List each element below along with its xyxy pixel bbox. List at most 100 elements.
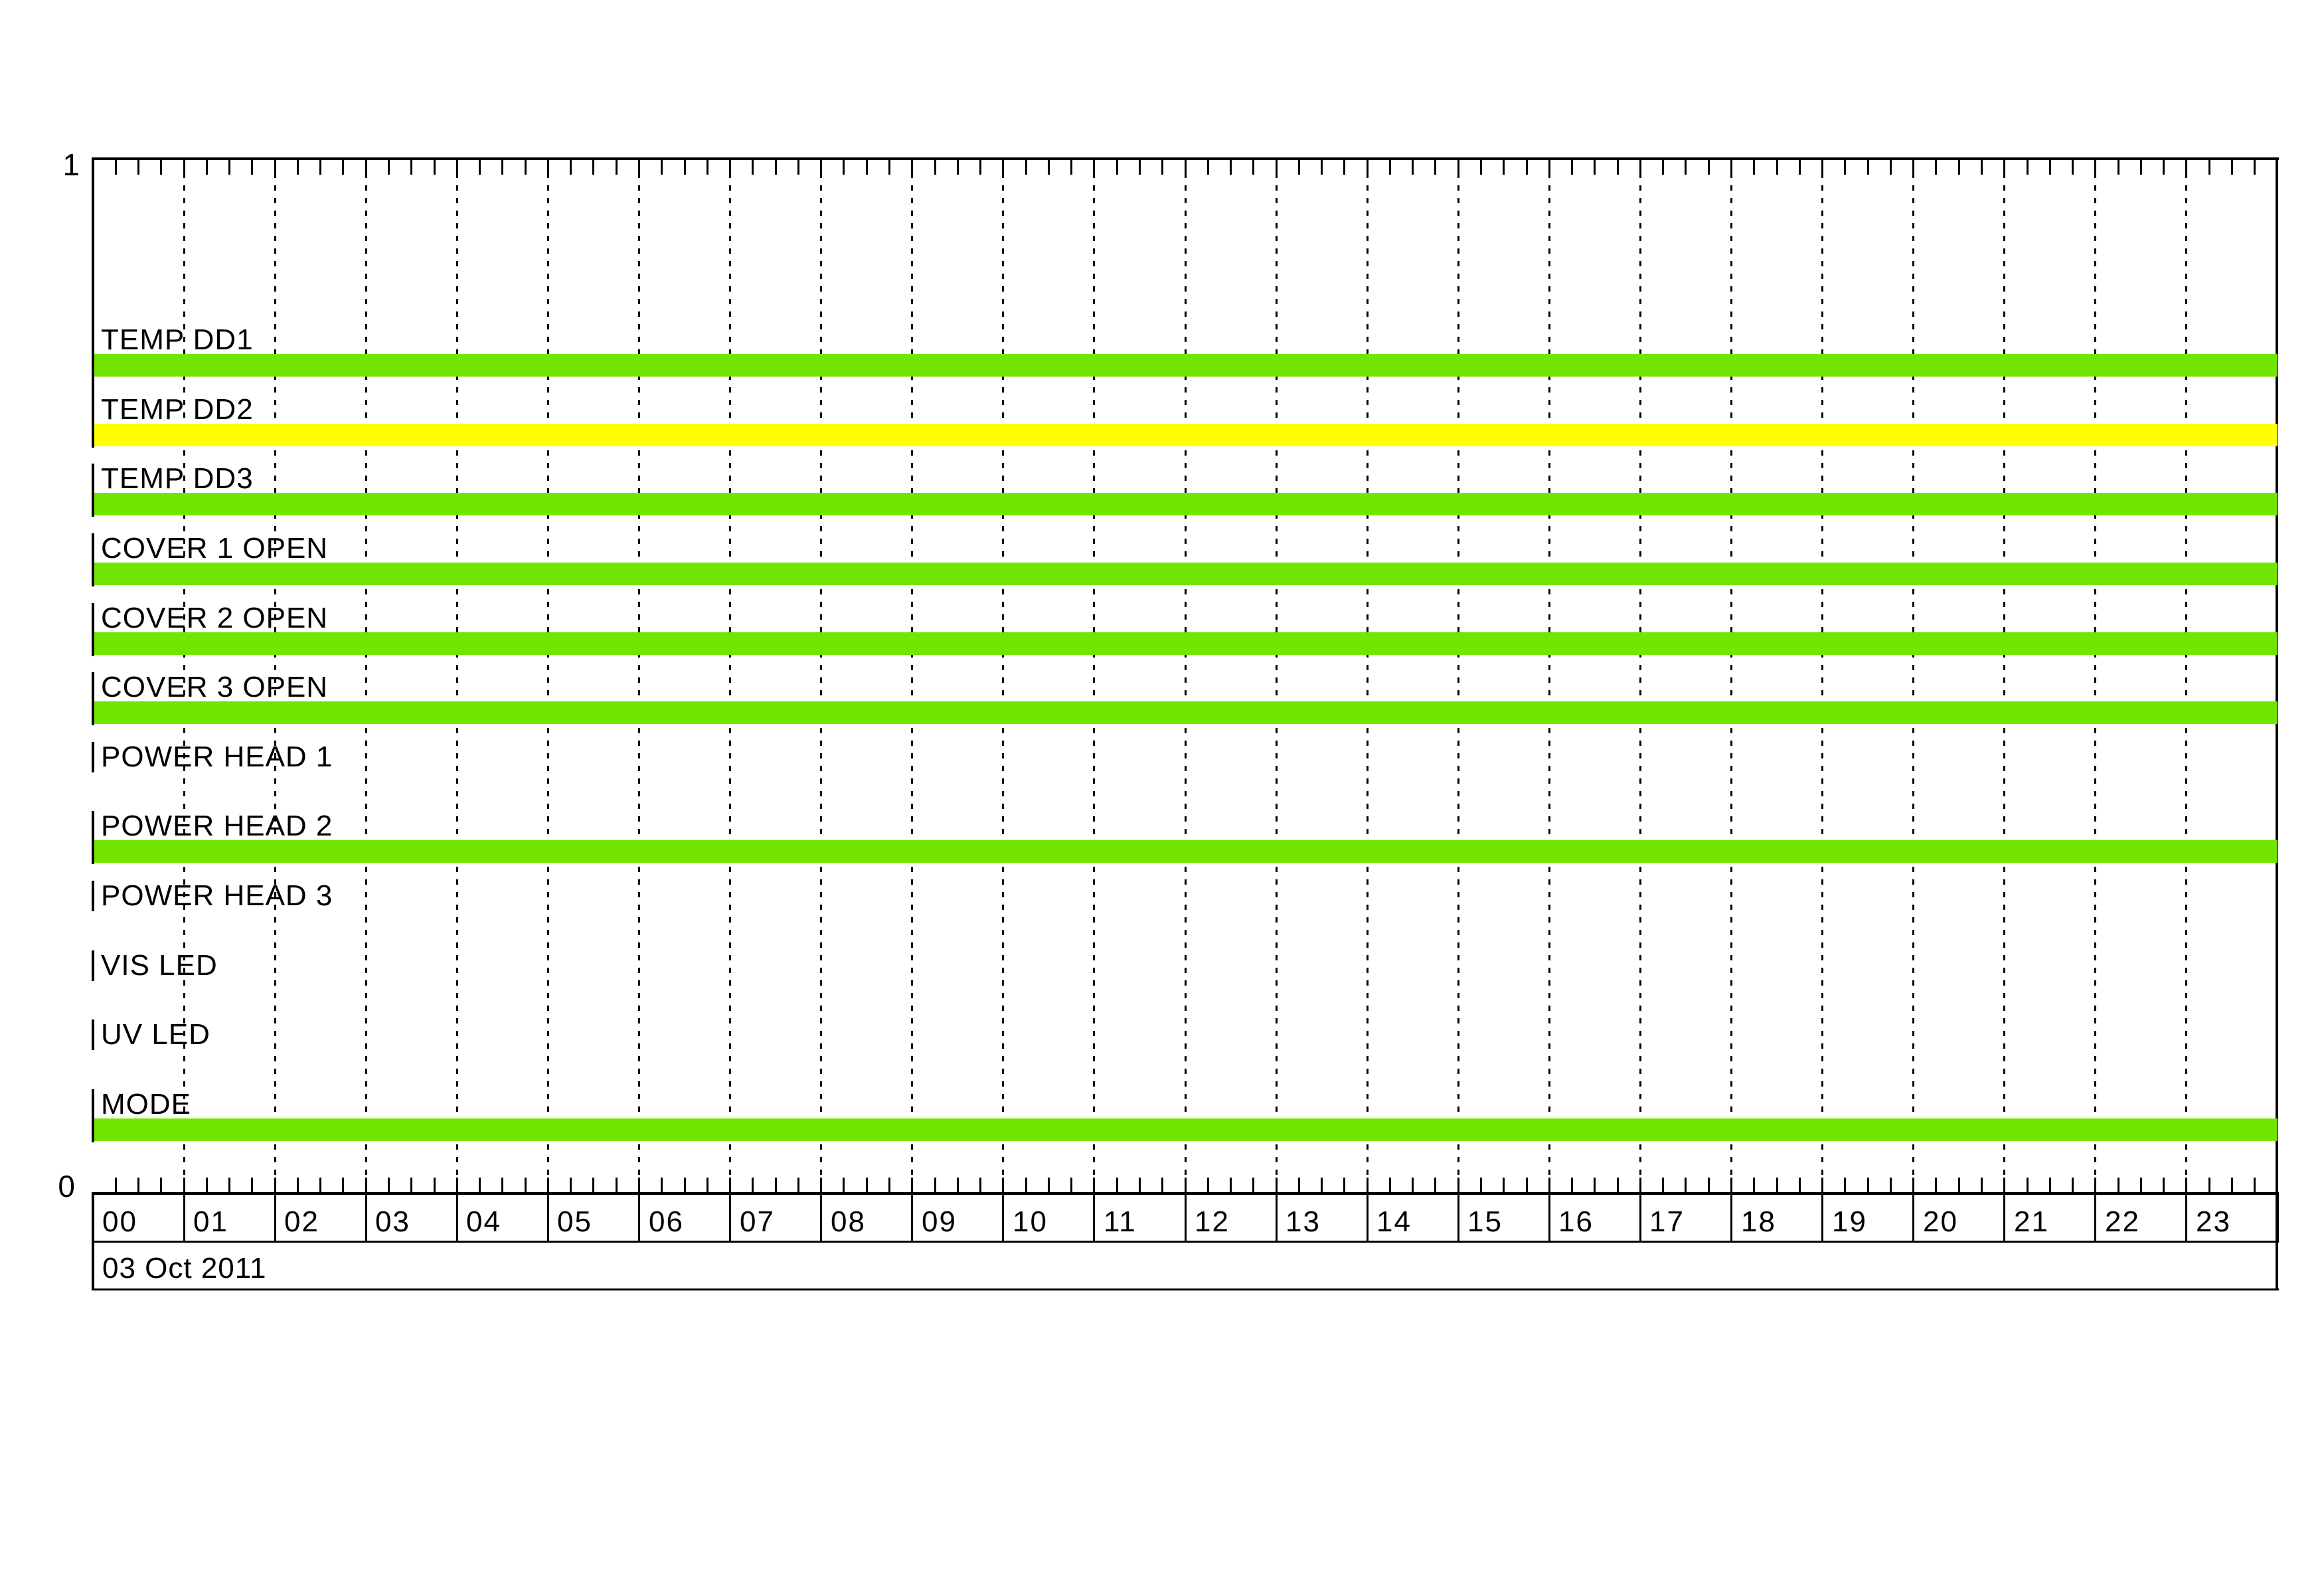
top-axis-tick (570, 160, 572, 175)
top-axis-tick (388, 160, 390, 175)
hour-label: 17 (1649, 1205, 1685, 1238)
top-axis-tick (1685, 160, 1687, 175)
bottom-axis-tick (1662, 1178, 1664, 1192)
hour-gridline (547, 160, 549, 1192)
bottom-axis-tick (570, 1178, 572, 1192)
top-axis-tick (1548, 160, 1550, 175)
bottom-axis-tick (228, 1178, 230, 1192)
top-axis-tick (1252, 160, 1254, 175)
hour-gridline (1185, 160, 1187, 1192)
top-axis-tick (2003, 160, 2005, 175)
bottom-axis-tick (1776, 1178, 1778, 1192)
bottom-axis-tick (2254, 1178, 2256, 1192)
hour-cell-separator (1367, 1195, 1369, 1243)
bottom-axis-tick (638, 1178, 640, 1192)
bottom-axis-tick (684, 1178, 686, 1192)
bottom-axis-tick (388, 1178, 390, 1192)
top-axis-tick (410, 160, 412, 175)
bottom-axis-tick (1753, 1178, 1755, 1192)
bottom-axis-tick (137, 1178, 139, 1192)
top-axis-line (92, 157, 2279, 160)
row-axis-segment (92, 1089, 94, 1142)
top-axis-tick (797, 160, 799, 175)
top-axis-tick (2094, 160, 2096, 175)
top-axis-tick (1457, 160, 1459, 175)
hour-cell-separator (365, 1195, 367, 1243)
row-axis-segment (92, 950, 94, 981)
hour-cell-separator (1730, 1195, 1732, 1243)
state-bar-green (92, 701, 2278, 724)
hour-cell-separator (2277, 1195, 2279, 1243)
bottom-axis-tick (2027, 1178, 2029, 1192)
bottom-axis-tick (911, 1178, 913, 1192)
row-label: TEMP DD1 (101, 323, 254, 356)
bottom-axis-tick (297, 1178, 299, 1192)
row-axis-segment (92, 881, 94, 911)
row-axis-segment (92, 464, 94, 517)
bottom-axis-tick (2185, 1178, 2187, 1192)
bottom-axis-tick (251, 1178, 253, 1192)
hour-cell-separator (1093, 1195, 1095, 1243)
hour-gridline (2185, 160, 2187, 1192)
top-axis-tick (1343, 160, 1345, 175)
bottom-axis-tick (2140, 1178, 2142, 1192)
bottom-axis-tick (2003, 1178, 2005, 1192)
hour-gridline (1548, 160, 1550, 1192)
bottom-axis-tick (2208, 1178, 2210, 1192)
bottom-axis-tick (661, 1178, 663, 1192)
top-axis-tick (1844, 160, 1846, 175)
top-axis-tick (2027, 160, 2029, 175)
row-label: COVER 1 OPEN (101, 532, 329, 565)
top-axis-tick (1002, 160, 1004, 175)
hour-gridline (1367, 160, 1369, 1192)
bottom-axis-tick (342, 1178, 344, 1192)
top-axis-tick (684, 160, 686, 175)
hour-label: 00 (102, 1205, 137, 1238)
top-axis-tick (934, 160, 936, 175)
hour-label: 21 (2014, 1205, 2049, 1238)
bottom-axis-tick (1844, 1178, 1846, 1192)
hour-gridline (638, 160, 640, 1192)
bottom-axis-tick (1343, 1178, 1345, 1192)
bottom-axis-tick (1070, 1178, 1072, 1192)
bottom-axis-tick (1093, 1178, 1095, 1192)
top-axis-tick (2208, 160, 2210, 175)
top-axis-tick (115, 160, 117, 175)
hour-label: 15 (1467, 1205, 1503, 1238)
top-axis-tick (1480, 160, 1482, 175)
bottom-axis-tick (797, 1178, 799, 1192)
top-axis-tick (547, 160, 549, 175)
bottom-axis-tick (1639, 1178, 1641, 1192)
bottom-axis-tick (979, 1178, 981, 1192)
top-axis-tick (1207, 160, 1209, 175)
bottom-axis-tick (2163, 1178, 2165, 1192)
top-axis-tick (2117, 160, 2119, 175)
hour-label: 09 (922, 1205, 957, 1238)
bottom-axis-tick (888, 1178, 890, 1192)
hour-cell-separator (2003, 1195, 2005, 1243)
top-axis-tick (1434, 160, 1436, 175)
bottom-axis-tick (1321, 1178, 1323, 1192)
hour-gridline (456, 160, 458, 1192)
state-bar-green (92, 632, 2278, 655)
bottom-axis-tick (1935, 1178, 1937, 1192)
top-axis-tick (1161, 160, 1163, 175)
hour-gridline (2003, 160, 2005, 1192)
bottom-axis-tick (729, 1178, 731, 1192)
bottom-axis-tick (2117, 1178, 2119, 1192)
top-axis-tick (706, 160, 708, 175)
top-axis-tick (1890, 160, 1892, 175)
bottom-axis-tick (1890, 1178, 1892, 1192)
hour-cell-separator (456, 1195, 458, 1243)
hour-label: 06 (649, 1205, 684, 1238)
bottom-axis-tick (1412, 1178, 1414, 1192)
bottom-axis-tick (592, 1178, 594, 1192)
bottom-axis-tick (1161, 1178, 1163, 1192)
row-axis-segment (92, 1019, 94, 1050)
top-axis-tick (1981, 160, 1983, 175)
bottom-axis-tick (1981, 1178, 1983, 1192)
bottom-axis-tick (1912, 1178, 1914, 1192)
bottom-axis-tick (752, 1178, 754, 1192)
top-axis-tick (1958, 160, 1960, 175)
bottom-axis-tick (183, 1178, 185, 1192)
